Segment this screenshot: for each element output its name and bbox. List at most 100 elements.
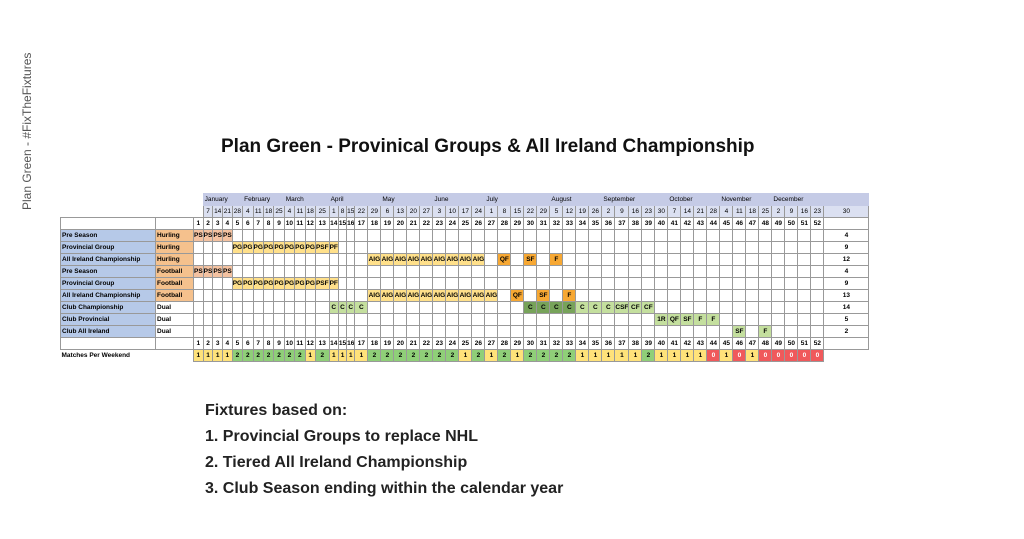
- sidebar-caption: Plan Green - #FixTheFixtures: [20, 53, 34, 210]
- empty-cell: [213, 242, 223, 254]
- empty-cell: [274, 254, 284, 266]
- week-number: 25: [459, 218, 472, 230]
- week-number: 28: [498, 338, 511, 350]
- empty-cell: [759, 242, 772, 254]
- empty-cell: [811, 290, 824, 302]
- fixture-entry: CF: [642, 302, 655, 314]
- empty-cell: [576, 278, 589, 290]
- fixture-entry: F: [550, 254, 563, 266]
- empty-cell: [253, 254, 263, 266]
- sport-cell: Football: [156, 290, 194, 302]
- fixture-entry: C: [524, 302, 537, 314]
- empty-cell: [720, 242, 733, 254]
- empty-cell: [194, 254, 204, 266]
- week-number: 15: [338, 338, 346, 350]
- week-number: 33: [563, 338, 576, 350]
- empty-cell: [446, 278, 459, 290]
- fixture-entry: C: [576, 302, 589, 314]
- fixture-entry: PG: [305, 242, 315, 254]
- empty-cell: [615, 242, 629, 254]
- empty-cell: [315, 302, 329, 314]
- date-label: 9: [785, 206, 798, 218]
- week-number: 39: [642, 338, 655, 350]
- empty-cell: [498, 290, 511, 302]
- empty-cell: [563, 278, 576, 290]
- month-label: November: [720, 194, 772, 206]
- empty-cell: [642, 266, 655, 278]
- empty-cell: [511, 254, 524, 266]
- empty-cell: [811, 242, 824, 254]
- empty-cell: [329, 290, 338, 302]
- fixture-entry: QF: [498, 254, 511, 266]
- empty-cell: [194, 314, 204, 326]
- empty-cell: [746, 302, 759, 314]
- date-label: 14: [681, 206, 694, 218]
- matches-count: 2: [472, 350, 485, 362]
- empty-cell: [355, 290, 368, 302]
- fixture-entry: PG: [305, 278, 315, 290]
- week-number: 46: [733, 338, 746, 350]
- blank-cell: [156, 206, 194, 218]
- week-number: 41: [668, 338, 681, 350]
- matches-count: 0: [811, 350, 824, 362]
- empty-cell: [720, 278, 733, 290]
- empty-cell: [347, 326, 355, 338]
- matches-count: 1: [629, 350, 642, 362]
- empty-cell: [263, 290, 273, 302]
- county-cell: Club Provincial: [61, 314, 156, 326]
- empty-cell: [798, 290, 811, 302]
- week-number: 1: [194, 338, 204, 350]
- empty-cell: [694, 230, 707, 242]
- empty-cell: [472, 242, 485, 254]
- empty-cell: [253, 266, 263, 278]
- week-number: 50: [785, 218, 798, 230]
- fixture-entry: AIG: [459, 290, 472, 302]
- date-label: 11: [253, 206, 263, 218]
- empty-cell: [733, 314, 746, 326]
- week-number: 27: [485, 338, 498, 350]
- empty-cell: [550, 290, 563, 302]
- fixture-entry: PG: [274, 242, 284, 254]
- fixture-entry: PG: [253, 242, 263, 254]
- weekends-total: 14: [824, 302, 869, 314]
- empty-cell: [295, 230, 305, 242]
- empty-cell: [329, 254, 338, 266]
- empty-cell: [668, 326, 681, 338]
- empty-cell: [785, 242, 798, 254]
- fixture-entry: AIG: [472, 254, 485, 266]
- empty-cell: [203, 302, 213, 314]
- empty-cell: [772, 326, 785, 338]
- empty-cell: [232, 230, 242, 242]
- schedule-row: Pre Season Hurling PS PS PS PS 4: [61, 230, 914, 242]
- empty-cell: [511, 314, 524, 326]
- empty-cell: [446, 242, 459, 254]
- week-number: 42: [681, 338, 694, 350]
- matches-count: 0: [798, 350, 811, 362]
- empty-cell: [759, 314, 772, 326]
- date-label: 29: [537, 206, 550, 218]
- matches-count: 2: [243, 350, 253, 362]
- empty-cell: [284, 230, 294, 242]
- week-number: 25: [459, 338, 472, 350]
- empty-cell: [615, 290, 629, 302]
- matches-count: 0: [772, 350, 785, 362]
- empty-cell: [550, 242, 563, 254]
- empty-cell: [642, 242, 655, 254]
- empty-cell: [203, 242, 213, 254]
- week-number: 38: [629, 338, 642, 350]
- empty-cell: [338, 254, 346, 266]
- empty-cell: [420, 326, 433, 338]
- week-number: 5: [232, 338, 242, 350]
- empty-cell: [472, 302, 485, 314]
- date-label: 28: [232, 206, 242, 218]
- date-label: 16: [798, 206, 811, 218]
- matches-count: 2: [253, 350, 263, 362]
- empty-cell: [550, 278, 563, 290]
- fixture-entry: SF: [524, 254, 537, 266]
- empty-cell: [733, 266, 746, 278]
- empty-cell: [589, 290, 602, 302]
- fixtures-note-3: 3. Club Season ending within the calenda…: [205, 476, 563, 502]
- week-number: 44: [707, 218, 720, 230]
- month-label: May: [381, 194, 433, 206]
- empty-cell: [550, 266, 563, 278]
